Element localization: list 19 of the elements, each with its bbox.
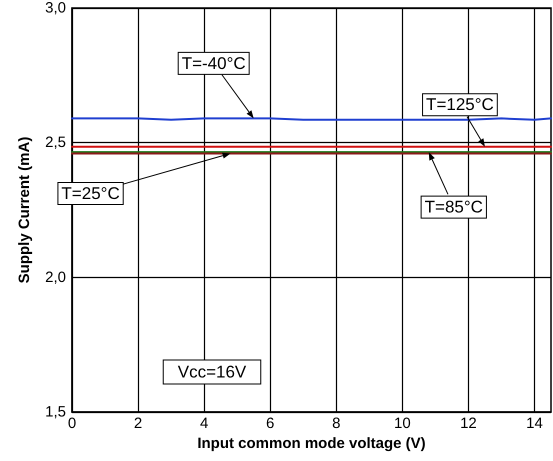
x-tick-label: 0 xyxy=(68,415,76,432)
x-tick-label: 4 xyxy=(200,415,208,432)
x-tick-label: 12 xyxy=(460,415,477,432)
x-axis-title: Input common mode voltage (V) xyxy=(197,434,426,452)
y-tick-label: 2,5 xyxy=(45,134,66,152)
x-tick-label: 14 xyxy=(526,415,543,432)
y-tick-label: 1,5 xyxy=(45,404,66,420)
annotation: T=-40°C xyxy=(182,54,246,73)
y-tick-label: 2,0 xyxy=(45,268,66,286)
x-tick-label: 6 xyxy=(266,415,274,432)
y-axis-title: Supply Current (mA) xyxy=(16,136,33,284)
x-tick-label: 8 xyxy=(332,415,340,432)
annotation: T=125°C xyxy=(426,95,494,114)
annotation: Vcc=16V xyxy=(178,362,247,382)
annotation: T=85°C xyxy=(424,198,483,217)
y-tick-label: 3,0 xyxy=(45,0,66,16)
annotation: T=25°C xyxy=(61,184,120,203)
x-tick-label: 10 xyxy=(394,415,411,432)
x-tick-label: 2 xyxy=(134,415,142,432)
